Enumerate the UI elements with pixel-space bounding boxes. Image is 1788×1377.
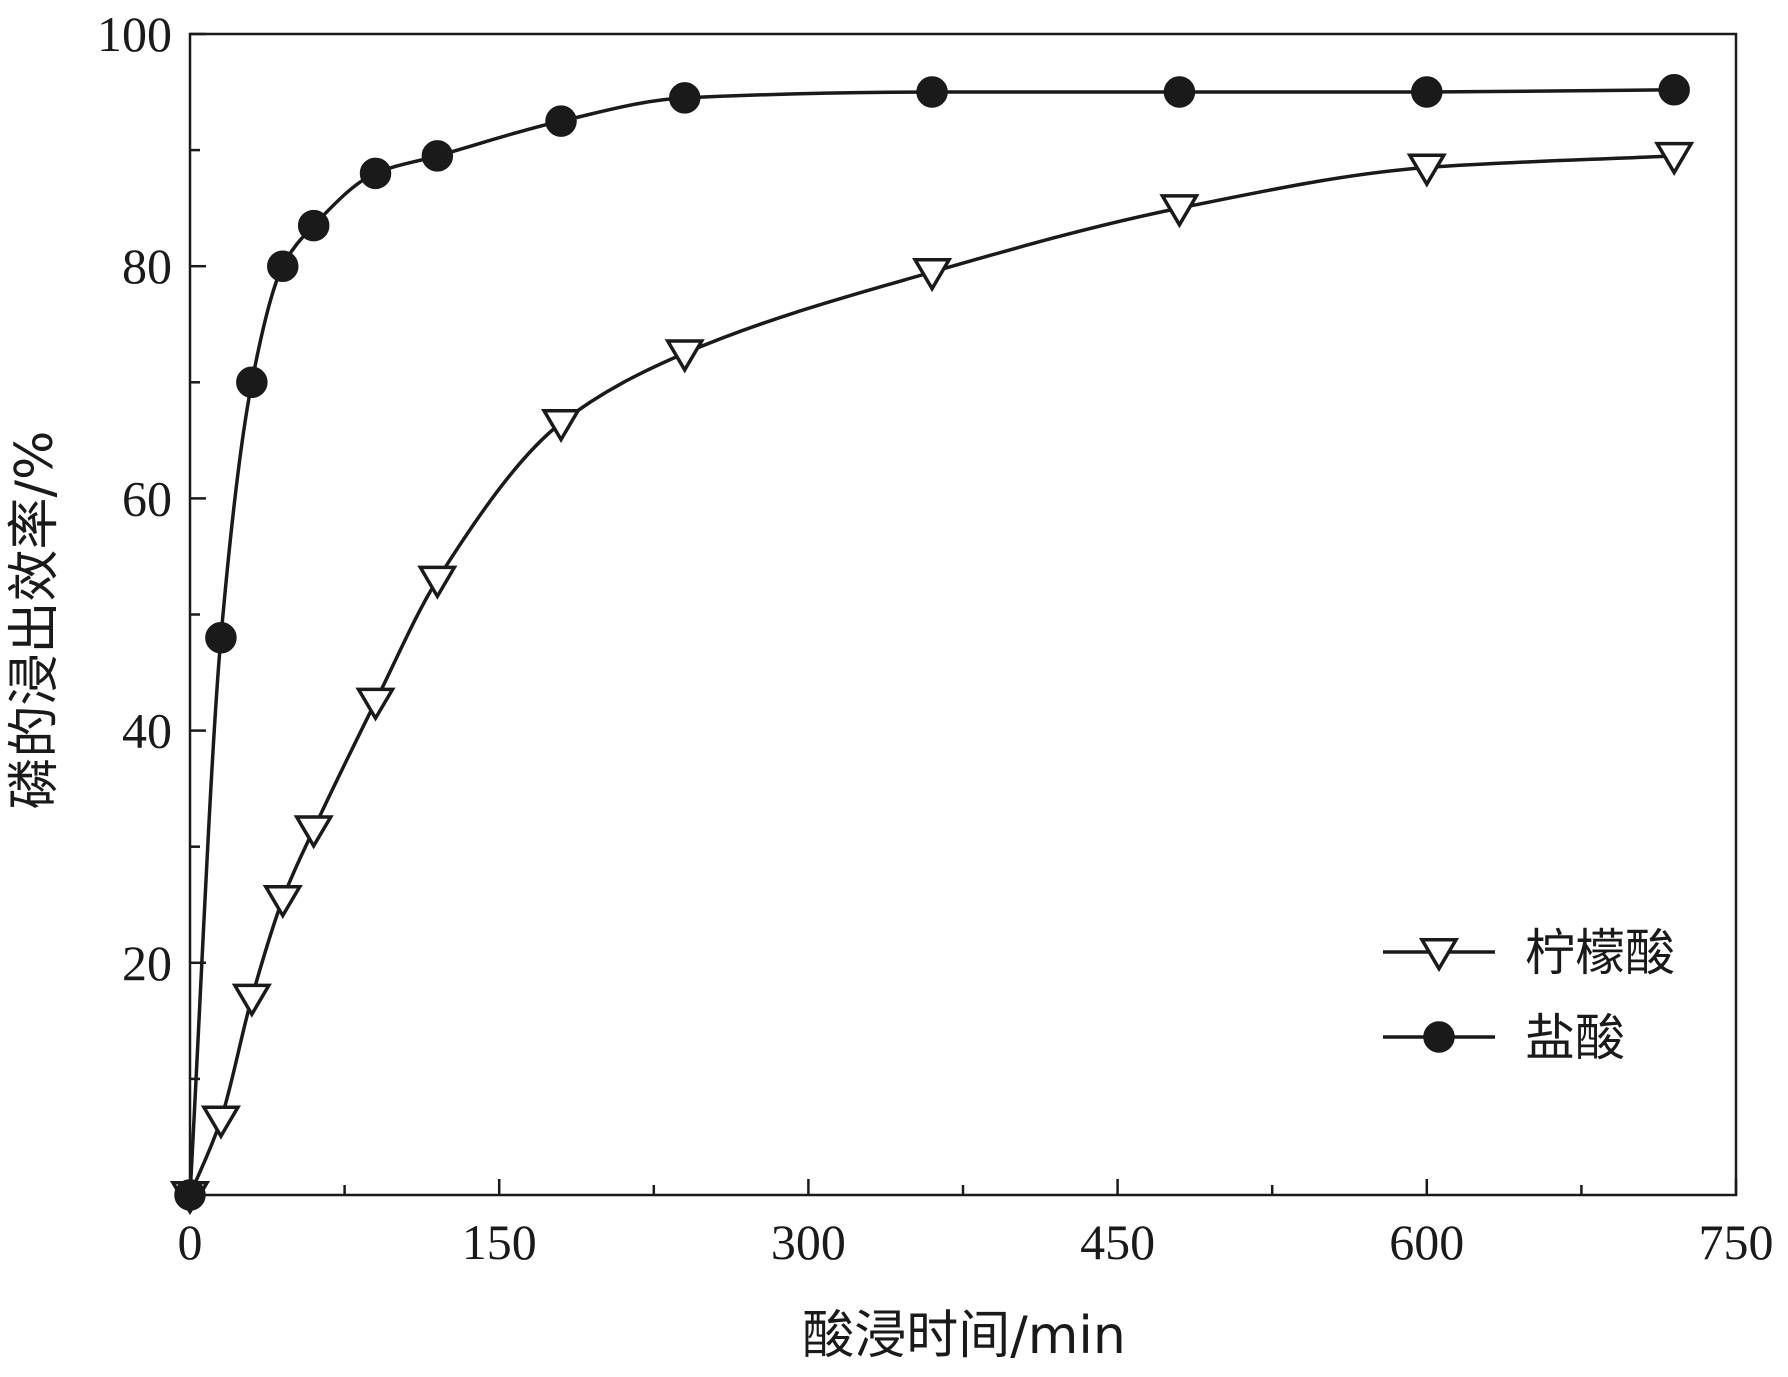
y-tick-label: 100 bbox=[97, 6, 172, 62]
series-line bbox=[188, 154, 1675, 1196]
plot-border bbox=[188, 32, 1738, 1197]
series-1 bbox=[169, 141, 1695, 1216]
legend-label: 盐酸 bbox=[1525, 1009, 1625, 1067]
data-point bbox=[421, 140, 454, 172]
y-tick-label: 40 bbox=[122, 703, 172, 759]
data-point bbox=[174, 1179, 206, 1211]
x-tick-label: 150 bbox=[462, 1214, 537, 1270]
data-point bbox=[1411, 76, 1443, 108]
series-2 bbox=[174, 73, 1690, 1211]
data-point bbox=[293, 815, 334, 850]
legend-item: 盐酸 bbox=[1383, 1009, 1625, 1067]
legend-marker bbox=[1418, 938, 1460, 973]
y-tick-label: 20 bbox=[122, 935, 172, 991]
data-point bbox=[200, 1105, 241, 1140]
data-point bbox=[236, 366, 268, 399]
data-point bbox=[1159, 194, 1200, 229]
data-point bbox=[1163, 76, 1196, 108]
axis-ticks bbox=[188, 32, 1738, 1195]
data-point bbox=[417, 565, 458, 600]
data-point bbox=[540, 408, 582, 444]
series-layer bbox=[169, 73, 1695, 1216]
data-point bbox=[912, 258, 953, 293]
data-point bbox=[205, 621, 237, 654]
data-point bbox=[262, 884, 303, 920]
legend-item: 柠檬酸 bbox=[1383, 924, 1675, 982]
data-point bbox=[297, 209, 330, 242]
x-tick-label: 600 bbox=[1389, 1214, 1464, 1270]
y-tick-label: 60 bbox=[122, 470, 172, 526]
data-point bbox=[355, 687, 396, 722]
data-point bbox=[916, 76, 948, 108]
data-point bbox=[267, 250, 299, 282]
x-tick-label: 450 bbox=[1080, 1214, 1155, 1270]
data-point bbox=[359, 157, 392, 190]
data-point bbox=[1658, 73, 1690, 106]
data-point bbox=[664, 339, 705, 374]
series-line bbox=[188, 87, 1675, 1196]
y-tick-label: 80 bbox=[122, 238, 172, 294]
x-axis-title: 酸浸时间/min bbox=[802, 1306, 1126, 1366]
x-tick-label: 0 bbox=[178, 1214, 203, 1270]
tick-labels: 0 150 300 450 600 750 20 40 60 80 100 bbox=[97, 6, 1774, 1270]
plot-frame bbox=[188, 32, 1738, 1197]
data-point bbox=[1654, 141, 1695, 177]
data-point bbox=[545, 105, 577, 137]
legend-marker bbox=[1423, 1021, 1455, 1053]
x-tick-label: 750 bbox=[1699, 1214, 1774, 1270]
y-axis-title: 磷的浸出效率/% bbox=[5, 431, 65, 810]
data-point bbox=[1406, 153, 1447, 188]
legend-label: 柠檬酸 bbox=[1525, 924, 1675, 982]
data-point bbox=[668, 82, 701, 114]
data-point bbox=[231, 983, 272, 1018]
x-tick-label: 300 bbox=[771, 1214, 846, 1270]
